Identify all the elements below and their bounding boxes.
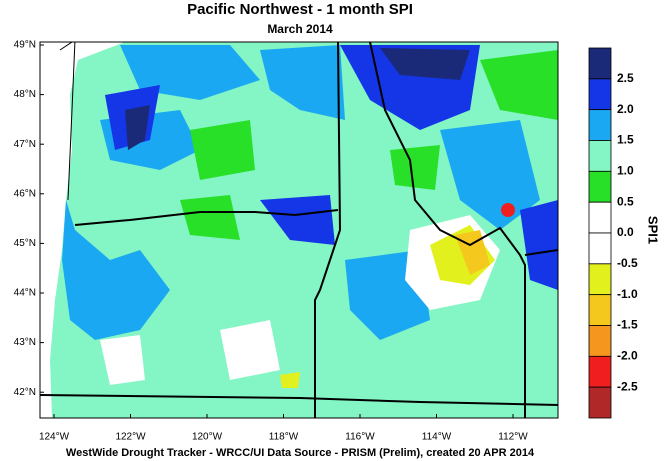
colorbar-label: 1.5 — [617, 133, 634, 147]
lon-label: 112°W — [498, 432, 528, 443]
colorbar-label: -1.0 — [617, 287, 638, 301]
colorbar-box — [588, 325, 612, 357]
colorbar-label: 1.0 — [617, 164, 634, 178]
lat-label: 44°N — [14, 288, 36, 299]
lat-label: 43°N — [14, 337, 36, 348]
lat-label: 45°N — [14, 238, 36, 249]
lon-label: 116°W — [345, 432, 375, 443]
lon-label: 114°W — [422, 432, 452, 443]
colorbar-label: 2.5 — [617, 71, 634, 85]
colorbar-label: 2.0 — [617, 102, 634, 116]
footer: WestWide Drought Tracker - WRCC/UI Data … — [66, 447, 535, 459]
colorbar-box — [588, 78, 612, 111]
colorbar-box — [588, 232, 612, 265]
lat-label: 49°N — [14, 40, 36, 51]
colorbar-label: 0.0 — [617, 225, 634, 239]
colorbar-box — [588, 140, 612, 172]
lat-label: 47°N — [14, 139, 36, 150]
colorbar-label: -0.5 — [617, 256, 638, 270]
lon-label: 124°W — [39, 432, 70, 443]
colorbar-box — [588, 263, 612, 296]
lon-label: 118°W — [269, 432, 299, 443]
colorbar-box — [588, 294, 612, 326]
colorbar-label: -2.5 — [617, 379, 638, 393]
map — [39, 41, 559, 419]
colorbar-box — [588, 47, 612, 80]
colorbar-box — [588, 386, 612, 419]
colorbar-box — [588, 109, 612, 141]
colorbar-label: -2.0 — [617, 349, 638, 363]
lat-label: 48°N — [14, 89, 36, 100]
colorbar-label: -1.5 — [617, 318, 638, 332]
title: Pacific Northwest - 1 month SPI — [187, 1, 413, 18]
colorbar-title: SPI1 — [646, 216, 661, 244]
lat-label: 42°N — [14, 387, 36, 398]
colorbar-box — [588, 201, 612, 234]
lat-label: 46°N — [14, 188, 36, 199]
subtitle: March 2014 — [267, 22, 333, 36]
lon-label: 122°W — [115, 432, 146, 443]
colorbar-box — [588, 355, 612, 388]
lon-label: 120°W — [192, 432, 223, 443]
colorbar-box — [588, 170, 612, 203]
colorbar-label: 0.5 — [617, 194, 634, 208]
